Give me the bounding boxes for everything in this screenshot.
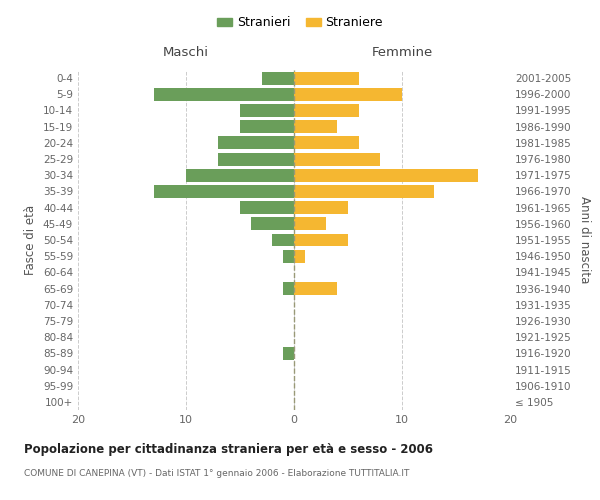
Bar xyxy=(154,88,294,101)
Bar xyxy=(240,120,294,133)
Bar xyxy=(294,234,348,246)
Bar xyxy=(283,250,294,262)
Bar xyxy=(294,120,337,133)
Text: Femmine: Femmine xyxy=(371,46,433,59)
Bar xyxy=(218,152,294,166)
Bar xyxy=(294,282,337,295)
Bar xyxy=(283,347,294,360)
Bar xyxy=(294,201,348,214)
Bar xyxy=(294,136,359,149)
Bar xyxy=(154,185,294,198)
Bar xyxy=(294,72,359,85)
Bar xyxy=(272,234,294,246)
Bar xyxy=(294,88,402,101)
Legend: Stranieri, Straniere: Stranieri, Straniere xyxy=(212,11,388,34)
Bar xyxy=(294,250,305,262)
Bar xyxy=(294,169,478,181)
Bar xyxy=(294,218,326,230)
Y-axis label: Fasce di età: Fasce di età xyxy=(25,205,37,275)
Bar xyxy=(240,104,294,117)
Bar xyxy=(240,201,294,214)
Bar xyxy=(294,152,380,166)
Bar xyxy=(262,72,294,85)
Bar xyxy=(251,218,294,230)
Bar xyxy=(186,169,294,181)
Text: Popolazione per cittadinanza straniera per età e sesso - 2006: Popolazione per cittadinanza straniera p… xyxy=(24,442,433,456)
Bar xyxy=(294,185,434,198)
Text: COMUNE DI CANEPINA (VT) - Dati ISTAT 1° gennaio 2006 - Elaborazione TUTTITALIA.I: COMUNE DI CANEPINA (VT) - Dati ISTAT 1° … xyxy=(24,469,409,478)
Bar xyxy=(218,136,294,149)
Text: Maschi: Maschi xyxy=(163,46,209,59)
Bar xyxy=(294,104,359,117)
Y-axis label: Anni di nascita: Anni di nascita xyxy=(578,196,591,284)
Bar xyxy=(283,282,294,295)
